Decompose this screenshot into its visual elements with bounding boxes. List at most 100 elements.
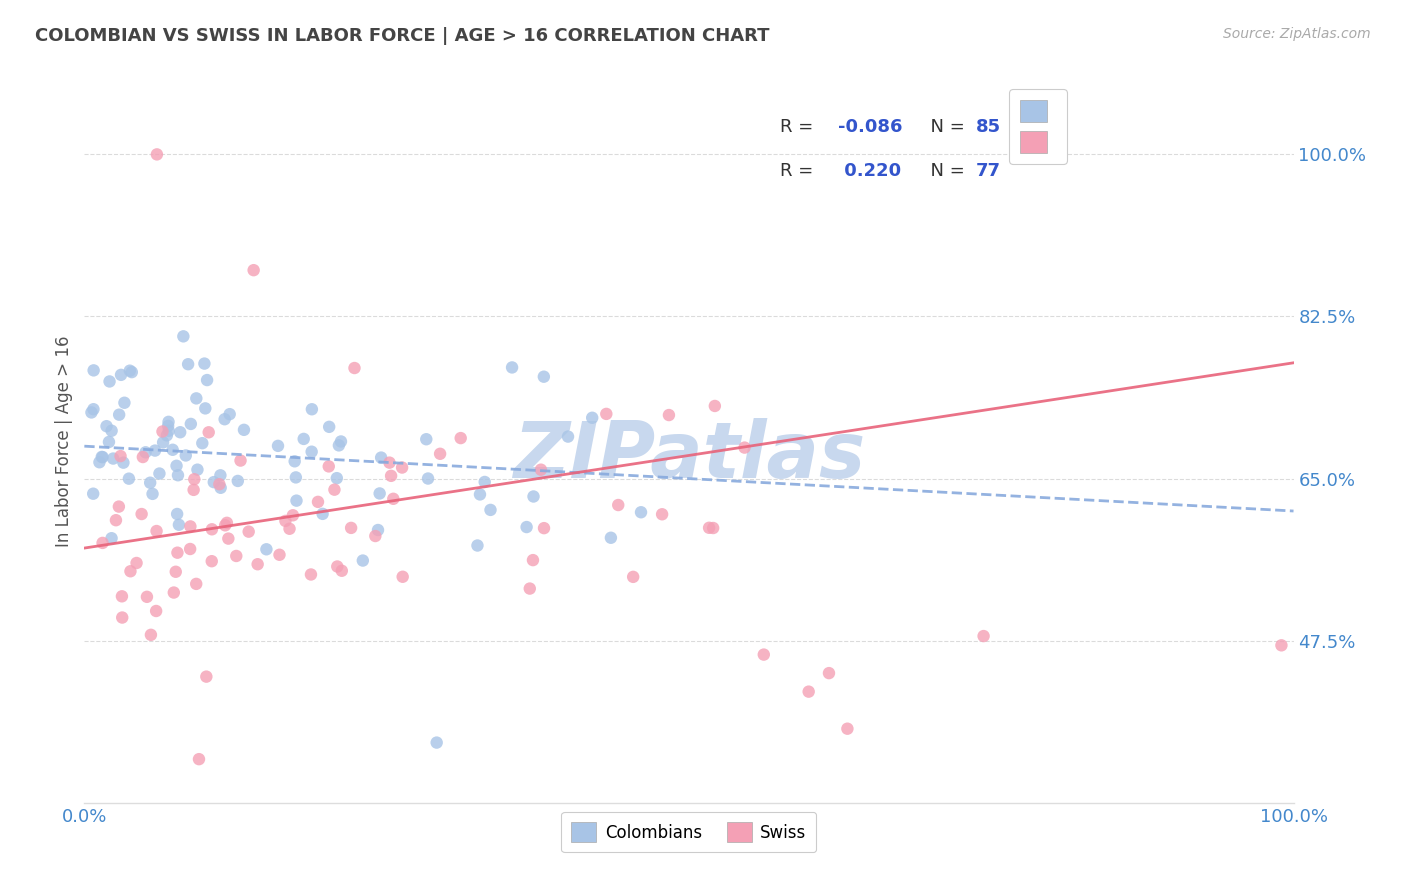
Point bbox=[391, 570, 413, 584]
Point bbox=[595, 407, 617, 421]
Point bbox=[467, 539, 489, 553]
Point bbox=[285, 493, 308, 508]
Point bbox=[82, 486, 104, 500]
Text: N =: N = bbox=[918, 161, 970, 179]
Point bbox=[111, 590, 134, 604]
Point bbox=[752, 648, 775, 662]
Point bbox=[145, 524, 167, 538]
Point bbox=[479, 503, 502, 517]
Point bbox=[197, 425, 219, 440]
Text: ZIPatlas: ZIPatlas bbox=[513, 418, 865, 494]
Point bbox=[83, 363, 105, 377]
Point bbox=[110, 449, 132, 463]
Text: 0.220: 0.220 bbox=[838, 161, 901, 179]
Point bbox=[474, 475, 496, 489]
Text: -0.086: -0.086 bbox=[838, 119, 903, 136]
Point bbox=[217, 532, 239, 546]
Point bbox=[522, 490, 544, 504]
Point bbox=[100, 424, 122, 438]
Point bbox=[299, 567, 322, 582]
Point bbox=[307, 495, 329, 509]
Point bbox=[118, 364, 141, 378]
Point bbox=[172, 329, 194, 343]
Point bbox=[96, 419, 118, 434]
Point bbox=[658, 408, 681, 422]
Point bbox=[108, 500, 131, 514]
Text: R =: R = bbox=[780, 119, 818, 136]
Point bbox=[607, 498, 630, 512]
Point bbox=[179, 519, 201, 533]
Point bbox=[599, 531, 621, 545]
Point bbox=[125, 556, 148, 570]
Point bbox=[136, 590, 159, 604]
Point bbox=[415, 432, 437, 446]
Point bbox=[98, 375, 121, 389]
Point bbox=[209, 468, 232, 483]
Point bbox=[141, 487, 163, 501]
Point bbox=[501, 360, 523, 375]
Point bbox=[292, 432, 315, 446]
Point bbox=[156, 428, 179, 442]
Text: COLOMBIAN VS SWISS IN LABOR FORCE | AGE > 16 CORRELATION CHART: COLOMBIAN VS SWISS IN LABOR FORCE | AGE … bbox=[35, 27, 769, 45]
Point bbox=[340, 521, 363, 535]
Point bbox=[533, 521, 555, 535]
Point bbox=[195, 670, 218, 684]
Point bbox=[382, 491, 405, 506]
Point bbox=[120, 564, 142, 578]
Point bbox=[416, 471, 439, 485]
Point bbox=[165, 565, 187, 579]
Point bbox=[186, 577, 208, 591]
Point bbox=[91, 450, 114, 464]
Point bbox=[214, 518, 236, 533]
Point bbox=[152, 435, 174, 450]
Point bbox=[188, 752, 211, 766]
Point bbox=[166, 546, 188, 560]
Point bbox=[621, 570, 644, 584]
Text: N =: N = bbox=[918, 119, 970, 136]
Point bbox=[169, 425, 191, 440]
Point bbox=[112, 396, 135, 410]
Point bbox=[135, 445, 157, 459]
Point bbox=[581, 410, 603, 425]
Point bbox=[368, 486, 391, 500]
Point bbox=[281, 508, 304, 523]
Point bbox=[837, 722, 859, 736]
Point bbox=[229, 453, 252, 467]
Point bbox=[195, 373, 218, 387]
Point bbox=[194, 401, 217, 416]
Point bbox=[186, 392, 208, 406]
Point bbox=[301, 402, 323, 417]
Point bbox=[208, 477, 231, 491]
Point bbox=[429, 447, 451, 461]
Text: 77: 77 bbox=[976, 161, 1001, 179]
Text: R =: R = bbox=[780, 161, 818, 179]
Point bbox=[380, 468, 402, 483]
Point bbox=[278, 522, 301, 536]
Point bbox=[328, 438, 350, 452]
Point bbox=[103, 451, 125, 466]
Point bbox=[533, 369, 555, 384]
Point bbox=[530, 463, 553, 477]
Point bbox=[112, 456, 135, 470]
Point bbox=[90, 450, 112, 464]
Point bbox=[104, 513, 127, 527]
Point bbox=[148, 467, 170, 481]
Point bbox=[89, 455, 111, 469]
Point bbox=[284, 454, 307, 468]
Point bbox=[167, 517, 190, 532]
Point bbox=[797, 684, 820, 698]
Point bbox=[318, 459, 340, 474]
Point bbox=[201, 554, 224, 568]
Point bbox=[352, 553, 374, 567]
Point bbox=[703, 399, 725, 413]
Point bbox=[139, 628, 162, 642]
Point bbox=[180, 417, 202, 431]
Point bbox=[818, 666, 841, 681]
Point bbox=[323, 483, 346, 497]
Point bbox=[209, 481, 232, 495]
Point bbox=[179, 541, 201, 556]
Point bbox=[202, 475, 225, 489]
Point bbox=[318, 420, 340, 434]
Point bbox=[80, 405, 103, 419]
Point bbox=[186, 463, 208, 477]
